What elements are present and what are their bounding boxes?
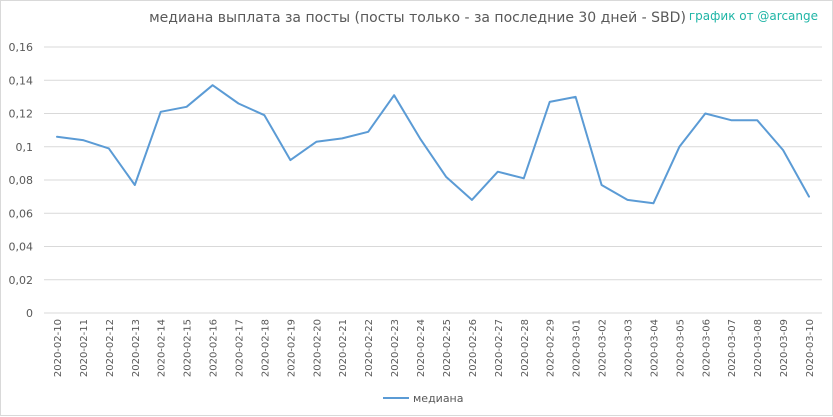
x-tick-label: 2020-02-19 <box>286 319 297 377</box>
x-tick-label: 2020-02-21 <box>338 319 349 377</box>
y-tick-label: 0,06 <box>9 207 34 220</box>
y-tick-label: 0,02 <box>9 274 34 287</box>
x-tick-label: 2020-02-15 <box>183 319 194 377</box>
series-layer <box>56 84 810 205</box>
x-tick-label: 2020-03-06 <box>701 319 712 377</box>
x-tick-label: 2020-02-13 <box>131 319 142 377</box>
x-tick-label: 2020-03-08 <box>753 319 764 377</box>
legend: медиана <box>383 392 464 405</box>
x-tick-label: 2020-02-29 <box>546 319 557 377</box>
x-tick-label: 2020-02-24 <box>416 319 427 377</box>
y-tick-label: 0,08 <box>9 174 34 187</box>
x-tick-label: 2020-02-17 <box>235 319 246 377</box>
x-tick-label: 2020-03-01 <box>572 319 583 377</box>
gridlines <box>44 46 822 314</box>
x-tick-label: 2020-03-03 <box>624 319 635 377</box>
legend-label: медиана <box>413 392 464 405</box>
x-tick-label: 2020-02-16 <box>209 319 220 377</box>
chart-title: медиана выплата за посты (посты только -… <box>149 10 686 26</box>
x-axis-ticks: 2020-02-10 2020-02-11 2020-02-12 2020-02-13… <box>53 319 816 377</box>
x-tick-label: 2020-03-10 <box>805 319 816 377</box>
x-tick-label: 2020-02-27 <box>494 319 505 377</box>
x-tick-label: 2020-03-02 <box>598 319 609 377</box>
x-tick-label: 2020-02-20 <box>312 319 323 377</box>
x-tick-label: 2020-02-25 <box>442 319 453 377</box>
y-tick-label: 0,04 <box>9 241 34 254</box>
series-line <box>56 84 810 205</box>
x-tick-label: 2020-02-23 <box>390 319 401 377</box>
y-tick-label: 0,14 <box>9 74 34 87</box>
x-tick-label: 2020-02-22 <box>364 319 375 377</box>
y-tick-label: 0,12 <box>9 108 34 121</box>
x-tick-label: 2020-02-14 <box>157 319 168 377</box>
x-tick-label: 2020-02-10 <box>53 319 64 377</box>
y-tick-label: 0,1 <box>16 141 34 154</box>
x-tick-label: 2020-02-11 <box>79 319 90 377</box>
y-tick-label: 0,16 <box>9 41 34 54</box>
x-tick-label: 2020-03-04 <box>649 319 660 377</box>
x-tick-label: 2020-02-12 <box>105 319 116 377</box>
x-tick-label: 2020-03-09 <box>779 319 790 377</box>
y-axis-ticks: 0 0,02 0,04 0,06 0,08 0,1 0,12 0,14 0,16 <box>9 41 34 320</box>
chart-credit: график от @arcange <box>688 9 818 23</box>
x-tick-label: 2020-02-26 <box>468 319 479 377</box>
x-tick-label: 2020-02-18 <box>260 319 271 377</box>
y-tick-label: 0 <box>26 307 33 320</box>
x-tick-label: 2020-02-28 <box>520 319 531 377</box>
x-tick-label: 2020-03-05 <box>675 319 686 377</box>
x-tick-label: 2020-03-07 <box>727 319 738 377</box>
